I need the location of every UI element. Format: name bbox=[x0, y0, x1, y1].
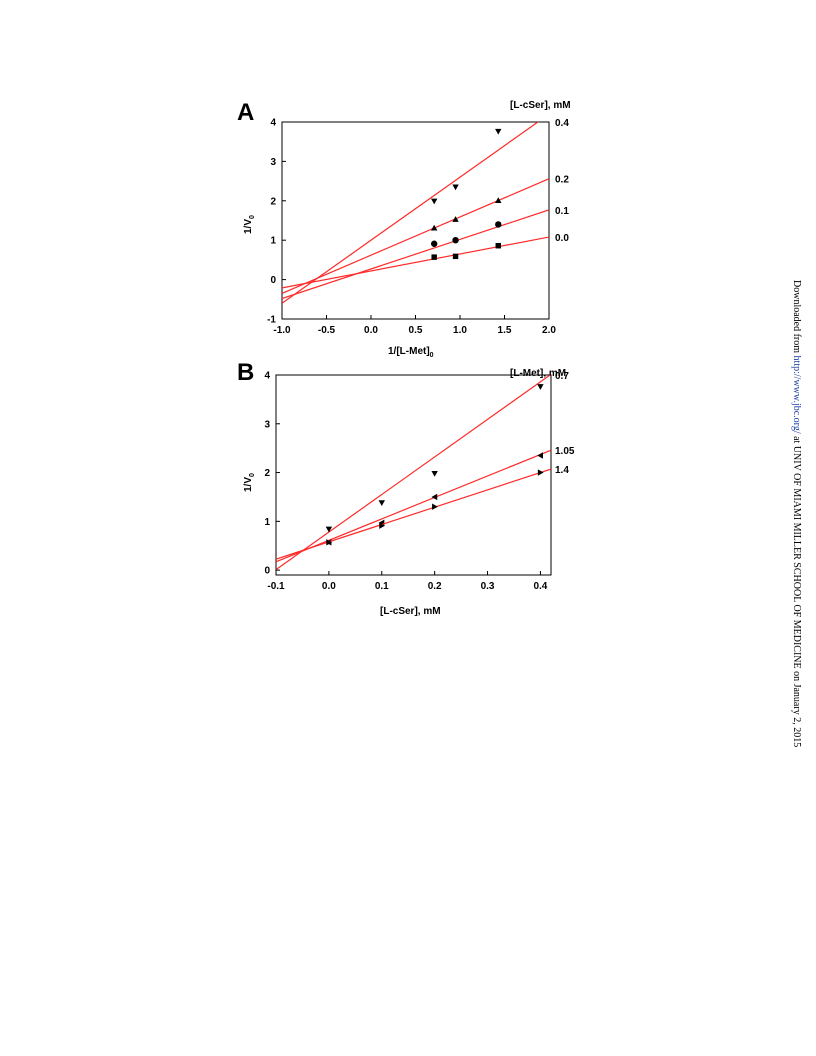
panel-a-x-ticks: -1.0 -0.5 0.0 0.5 1.0 1.5 2.0 bbox=[273, 315, 556, 336]
panel-b-plot-frame bbox=[275, 374, 552, 576]
panel-b-y-tick-label: 0 bbox=[264, 566, 270, 577]
panel-a-legend-title: [L-cSer], mM bbox=[510, 100, 571, 111]
panel-a-y-axis-label-main: 1/V bbox=[243, 219, 254, 234]
panel-b: B [L-Met], mM 0.7 1.05 1.4 -0.1 0.0 0.1 0.2 0.… bbox=[237, 359, 575, 617]
panel-a-series-0-4: 0.4 bbox=[282, 118, 569, 304]
panel-a-x-tick-label: 1.5 bbox=[498, 325, 512, 336]
panel-a-series-label: 0.1 bbox=[555, 206, 569, 217]
panel-a-data-point bbox=[452, 216, 459, 222]
panel-b-data-point bbox=[537, 452, 543, 459]
panel-a-fit-line bbox=[282, 236, 549, 289]
panel-a-x-axis-label-main: 1/[L-Met] bbox=[388, 346, 430, 357]
panel-a-data-point bbox=[495, 221, 502, 228]
panel-b-x-tick-label: -0.1 bbox=[267, 581, 285, 592]
panel-a-series-0-2: 0.2 bbox=[282, 175, 569, 294]
panel-b-x-axis-label: [L-cSer], mM bbox=[380, 606, 441, 617]
panel-a-series-0-0: 0.0 bbox=[282, 233, 569, 289]
panel-a: A [L-cSer], mM 0.00.10.20.4 -1.0 -0.5 0.0 0… bbox=[237, 99, 571, 359]
panel-a-series-label: 0.0 bbox=[555, 233, 569, 244]
panel-a-y-axis-label: 1/V0 bbox=[243, 215, 256, 234]
panel-a-x-tick-label: -0.5 bbox=[318, 325, 336, 336]
panel-b-y-ticks: 0 1 2 3 4 bbox=[264, 371, 280, 577]
download-watermark: Downloaded from http://www.jbc.org/ at U… bbox=[791, 280, 802, 747]
panel-a-series-label: 0.4 bbox=[555, 118, 569, 129]
panel-b-data-point bbox=[379, 522, 385, 529]
panel-b-data-point bbox=[326, 539, 333, 546]
panel-a-y-axis-label-sub: 0 bbox=[249, 215, 256, 219]
panel-a-data-point bbox=[452, 253, 459, 260]
panel-b-series-label: 0.7 bbox=[555, 371, 569, 382]
panel-b-y-tick-label: 4 bbox=[264, 371, 270, 382]
panel-b-series-label: 1.05 bbox=[555, 446, 575, 457]
panel-b-data-point bbox=[537, 384, 544, 390]
panel-a-x-axis-label-sub: 0 bbox=[430, 352, 434, 359]
panel-a-x-tick-label: 1.0 bbox=[453, 325, 467, 336]
panel-b-y-axis-label-sub: 0 bbox=[249, 473, 256, 477]
panel-a-x-tick-label: 0.0 bbox=[364, 325, 378, 336]
panel-a-data-point bbox=[430, 240, 438, 247]
panel-b-x-tick-label: 0.1 bbox=[375, 581, 389, 592]
watermark-url-link[interactable]: http://www.jbc.org/ bbox=[791, 355, 802, 434]
panel-b-series-label: 1.4 bbox=[555, 465, 569, 476]
panel-a-data-point bbox=[430, 224, 438, 231]
panel-b-fit-line bbox=[276, 468, 551, 560]
panel-b-y-axis-label: 1/V0 bbox=[243, 473, 256, 492]
panel-b-x-tick-label: 0.4 bbox=[533, 581, 547, 592]
panel-a-x-tick-label: 0.5 bbox=[409, 325, 423, 336]
panel-a-y-tick-label: -1 bbox=[267, 315, 276, 326]
panel-a-x-tick-label: 2.0 bbox=[542, 325, 556, 336]
panel-b-y-tick-label: 3 bbox=[264, 419, 270, 430]
panel-b-data-point bbox=[431, 470, 438, 477]
panel-b-fit-line bbox=[276, 375, 551, 571]
panel-a-data-point bbox=[495, 242, 501, 249]
panel-b-legend-title: [L-Met], mM bbox=[510, 368, 566, 379]
panel-a-y-tick-label: 4 bbox=[270, 118, 276, 129]
panel-b-data-point bbox=[432, 503, 438, 510]
panel-a-plot-frame bbox=[281, 121, 550, 320]
panel-a-letter: A bbox=[237, 99, 254, 126]
panel-b-x-tick-label: 0.0 bbox=[322, 581, 336, 592]
panel-b-letter: B bbox=[237, 359, 254, 386]
panel-b-y-tick-label: 1 bbox=[264, 517, 270, 528]
panel-a-y-tick-label: 3 bbox=[270, 157, 276, 168]
panel-a-data-point bbox=[495, 128, 502, 135]
panel-a-y-tick-label: 2 bbox=[270, 196, 276, 207]
panel-a-data-point bbox=[452, 237, 459, 244]
panel-b-series: 0.7 1.05 1.4 bbox=[276, 371, 575, 571]
panel-a-series-0-1: 0.1 bbox=[282, 206, 569, 300]
panel-b-y-axis-label-main: 1/V bbox=[243, 477, 254, 492]
panel-b-data-point bbox=[431, 493, 438, 501]
panel-a-data-point bbox=[430, 198, 438, 205]
panel-a-series: 0.0 0.1 0.2 0.4 bbox=[282, 118, 569, 304]
watermark-prefix: Downloaded from bbox=[791, 280, 802, 356]
panel-a-series-label: 0.2 bbox=[555, 175, 569, 186]
panel-a-data-point bbox=[431, 254, 437, 260]
watermark-suffix: at UNIV OF MIAMI MILLER SCHOOL OF MEDICI… bbox=[791, 433, 802, 748]
panel-b-series-0-7: 0.7 bbox=[276, 371, 569, 571]
panel-a-y-tick-label: 0 bbox=[270, 275, 276, 286]
panel-b-data-point bbox=[537, 469, 544, 476]
panel-b-series-1-4: 1.4 bbox=[276, 465, 569, 560]
panel-a-fit-line bbox=[282, 122, 539, 304]
panel-a-y-tick-label: 1 bbox=[270, 236, 276, 247]
panel-b-series-1-05: 1.05 bbox=[276, 446, 575, 563]
panel-b-x-tick-label: 0.2 bbox=[428, 581, 442, 592]
panel-a-fit-line bbox=[282, 209, 549, 300]
panel-a-y-ticks: -1 0 1 2 3 4 bbox=[267, 118, 286, 326]
panel-b-fit-line bbox=[276, 449, 551, 563]
panel-b-x-ticks: -0.1 0.0 0.1 0.2 0.3 0.4 bbox=[267, 571, 548, 592]
panel-b-x-tick-label: 0.3 bbox=[481, 581, 495, 592]
panel-a-fit-line bbox=[282, 178, 549, 294]
panel-b-data-point bbox=[325, 526, 333, 533]
panel-b-y-tick-label: 2 bbox=[264, 468, 270, 479]
panel-b-data-point bbox=[378, 500, 385, 507]
panel-a-data-point bbox=[452, 184, 459, 191]
panel-a-data-point bbox=[495, 197, 502, 203]
panel-a-x-tick-label: -1.0 bbox=[273, 325, 291, 336]
panel-a-x-axis-label: 1/[L-Met]0 bbox=[388, 346, 434, 359]
